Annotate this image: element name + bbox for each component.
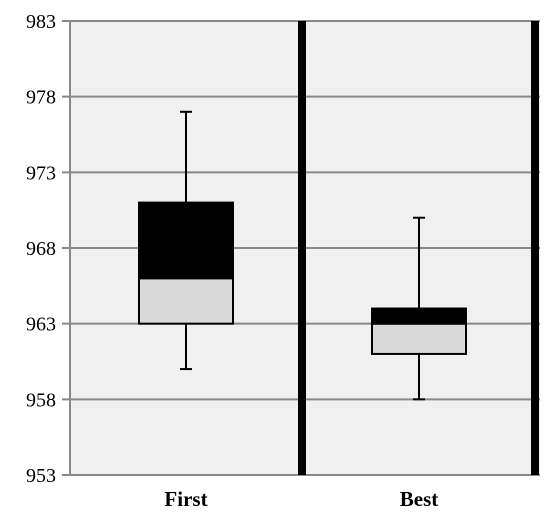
y-tick-label: 983	[26, 11, 56, 33]
x-tick-label: Best	[400, 487, 439, 511]
category-separators	[298, 21, 539, 475]
box-lower-quartile	[371, 322, 467, 355]
x-axis: First Best	[164, 487, 438, 511]
y-tick-label: 958	[26, 389, 56, 411]
box-lower-quartile	[138, 277, 234, 325]
box-best	[371, 216, 467, 401]
x-tick-label: First	[164, 487, 207, 511]
box-upper-quartile	[138, 201, 234, 280]
y-axis: 983 978 973 968 963 958 953	[26, 11, 71, 487]
box-first	[138, 110, 234, 371]
y-tick-label: 953	[26, 465, 56, 487]
y-tick-label: 963	[26, 314, 56, 336]
box-series	[138, 110, 467, 401]
y-tick-label: 968	[26, 238, 56, 260]
box-upper-quartile	[371, 307, 467, 325]
y-tick-label: 978	[26, 87, 56, 109]
y-tick-label: 973	[26, 162, 56, 184]
